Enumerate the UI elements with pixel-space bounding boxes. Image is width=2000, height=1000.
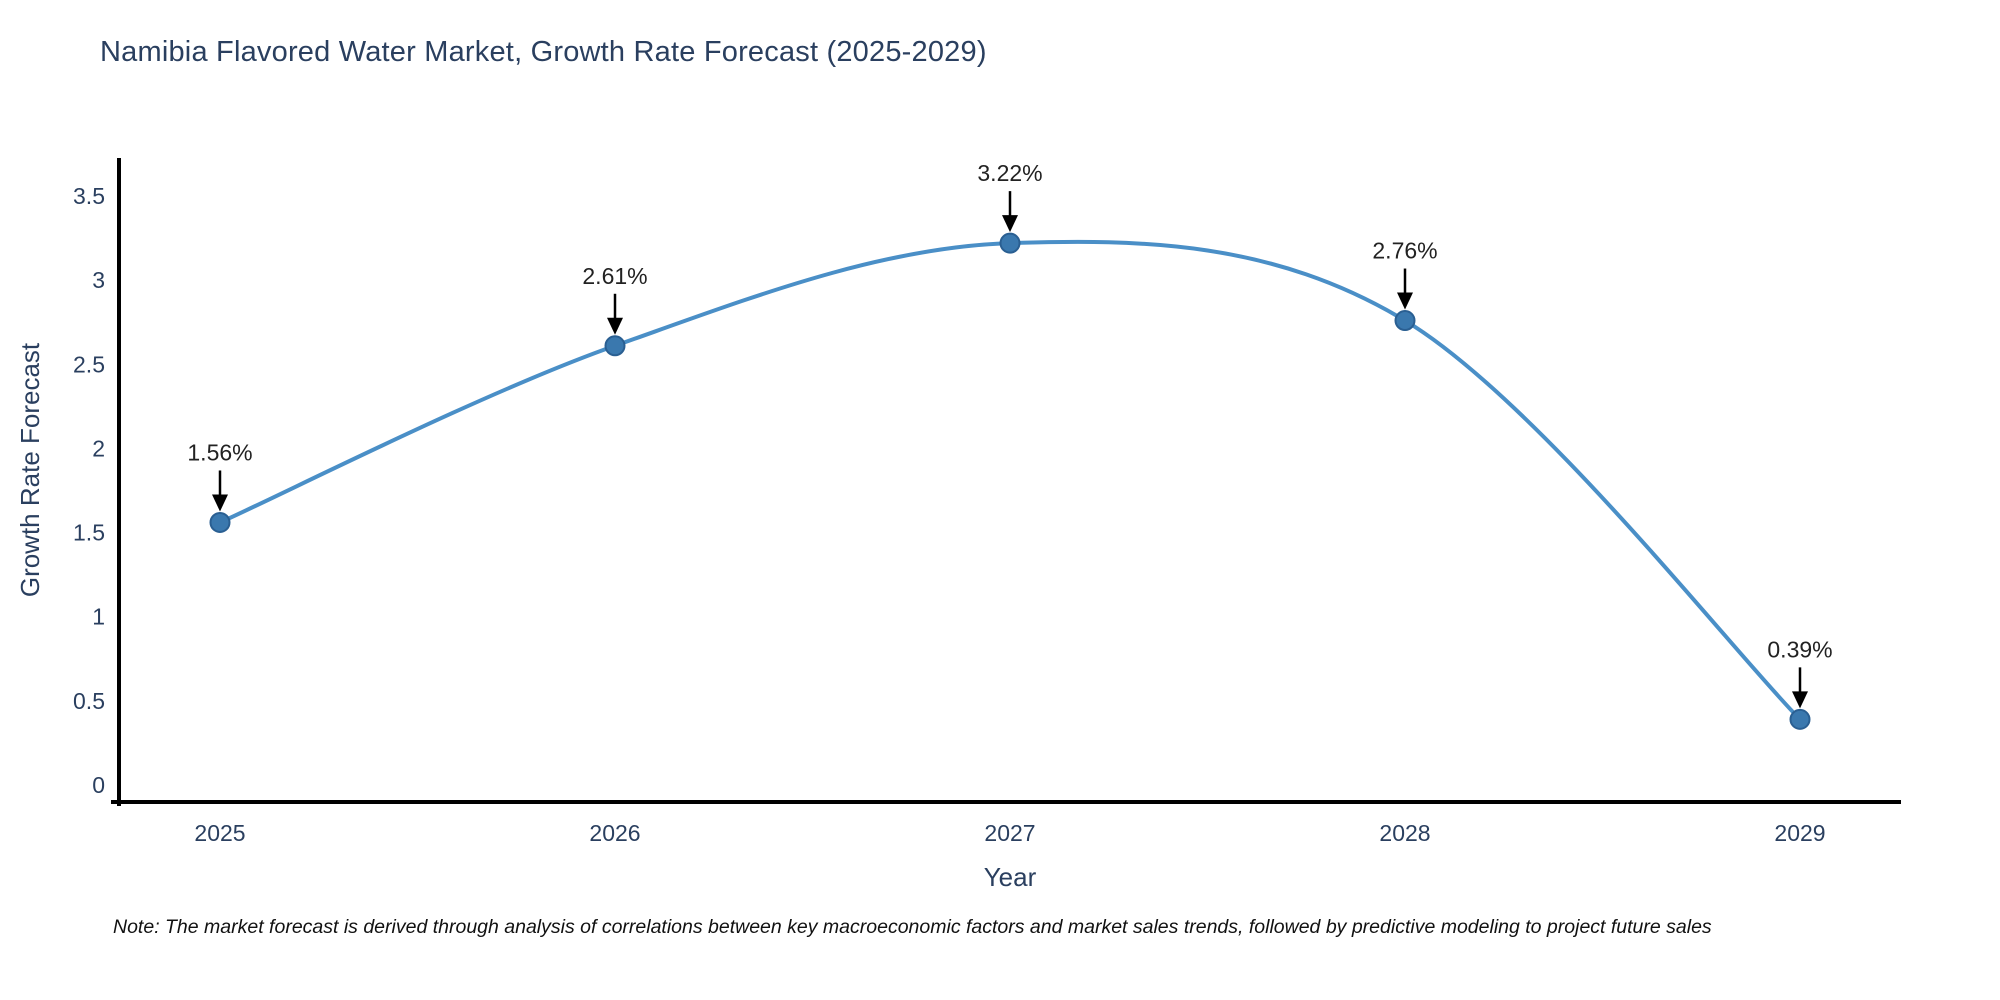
y-tick-label: 0.5 (73, 688, 105, 714)
point-annotation-text: 1.56% (187, 439, 252, 465)
data-point-marker (1394, 310, 1416, 332)
forecast-line (218, 239, 1802, 722)
annotation-arrow-head (1002, 215, 1018, 233)
point-annotation-text: 2.61% (582, 263, 647, 289)
point-annotation-text: 0.39% (1767, 636, 1832, 662)
x-axis-title: Year (984, 862, 1037, 892)
annotation-arrow-head (1397, 292, 1413, 310)
y-tick-label: 2.5 (73, 351, 105, 377)
y-tick-label: 3 (92, 267, 105, 293)
data-point-marker (1789, 708, 1811, 730)
x-tick-label: 2027 (984, 820, 1035, 846)
y-tick-label: 1.5 (73, 520, 105, 546)
data-point-marker (999, 232, 1021, 254)
data-point-marker (209, 511, 231, 533)
x-tick-label: 2029 (1774, 820, 1825, 846)
data-point-marker (604, 335, 626, 357)
chart-title: Namibia Flavored Water Market, Growth Ra… (100, 36, 987, 68)
footnote: Note: The market forecast is derived thr… (113, 916, 1712, 938)
x-tick-label: 2025 (194, 820, 245, 846)
x-tick-label: 2026 (589, 820, 640, 846)
point-annotation-text: 2.76% (1372, 238, 1437, 264)
annotation-arrow-head (212, 494, 228, 512)
y-tick-label: 3.5 (73, 183, 105, 209)
point-annotation-text: 3.22% (977, 160, 1042, 186)
annotation-arrow-head (607, 317, 623, 335)
y-tick-label: 0 (92, 772, 105, 798)
annotation-arrow-head (1792, 691, 1808, 709)
x-tick-label: 2028 (1379, 820, 1430, 846)
y-tick-label: 1 (92, 604, 105, 630)
y-tick-label: 2 (92, 435, 105, 461)
y-axis-title: Growth Rate Forecast (15, 342, 45, 597)
